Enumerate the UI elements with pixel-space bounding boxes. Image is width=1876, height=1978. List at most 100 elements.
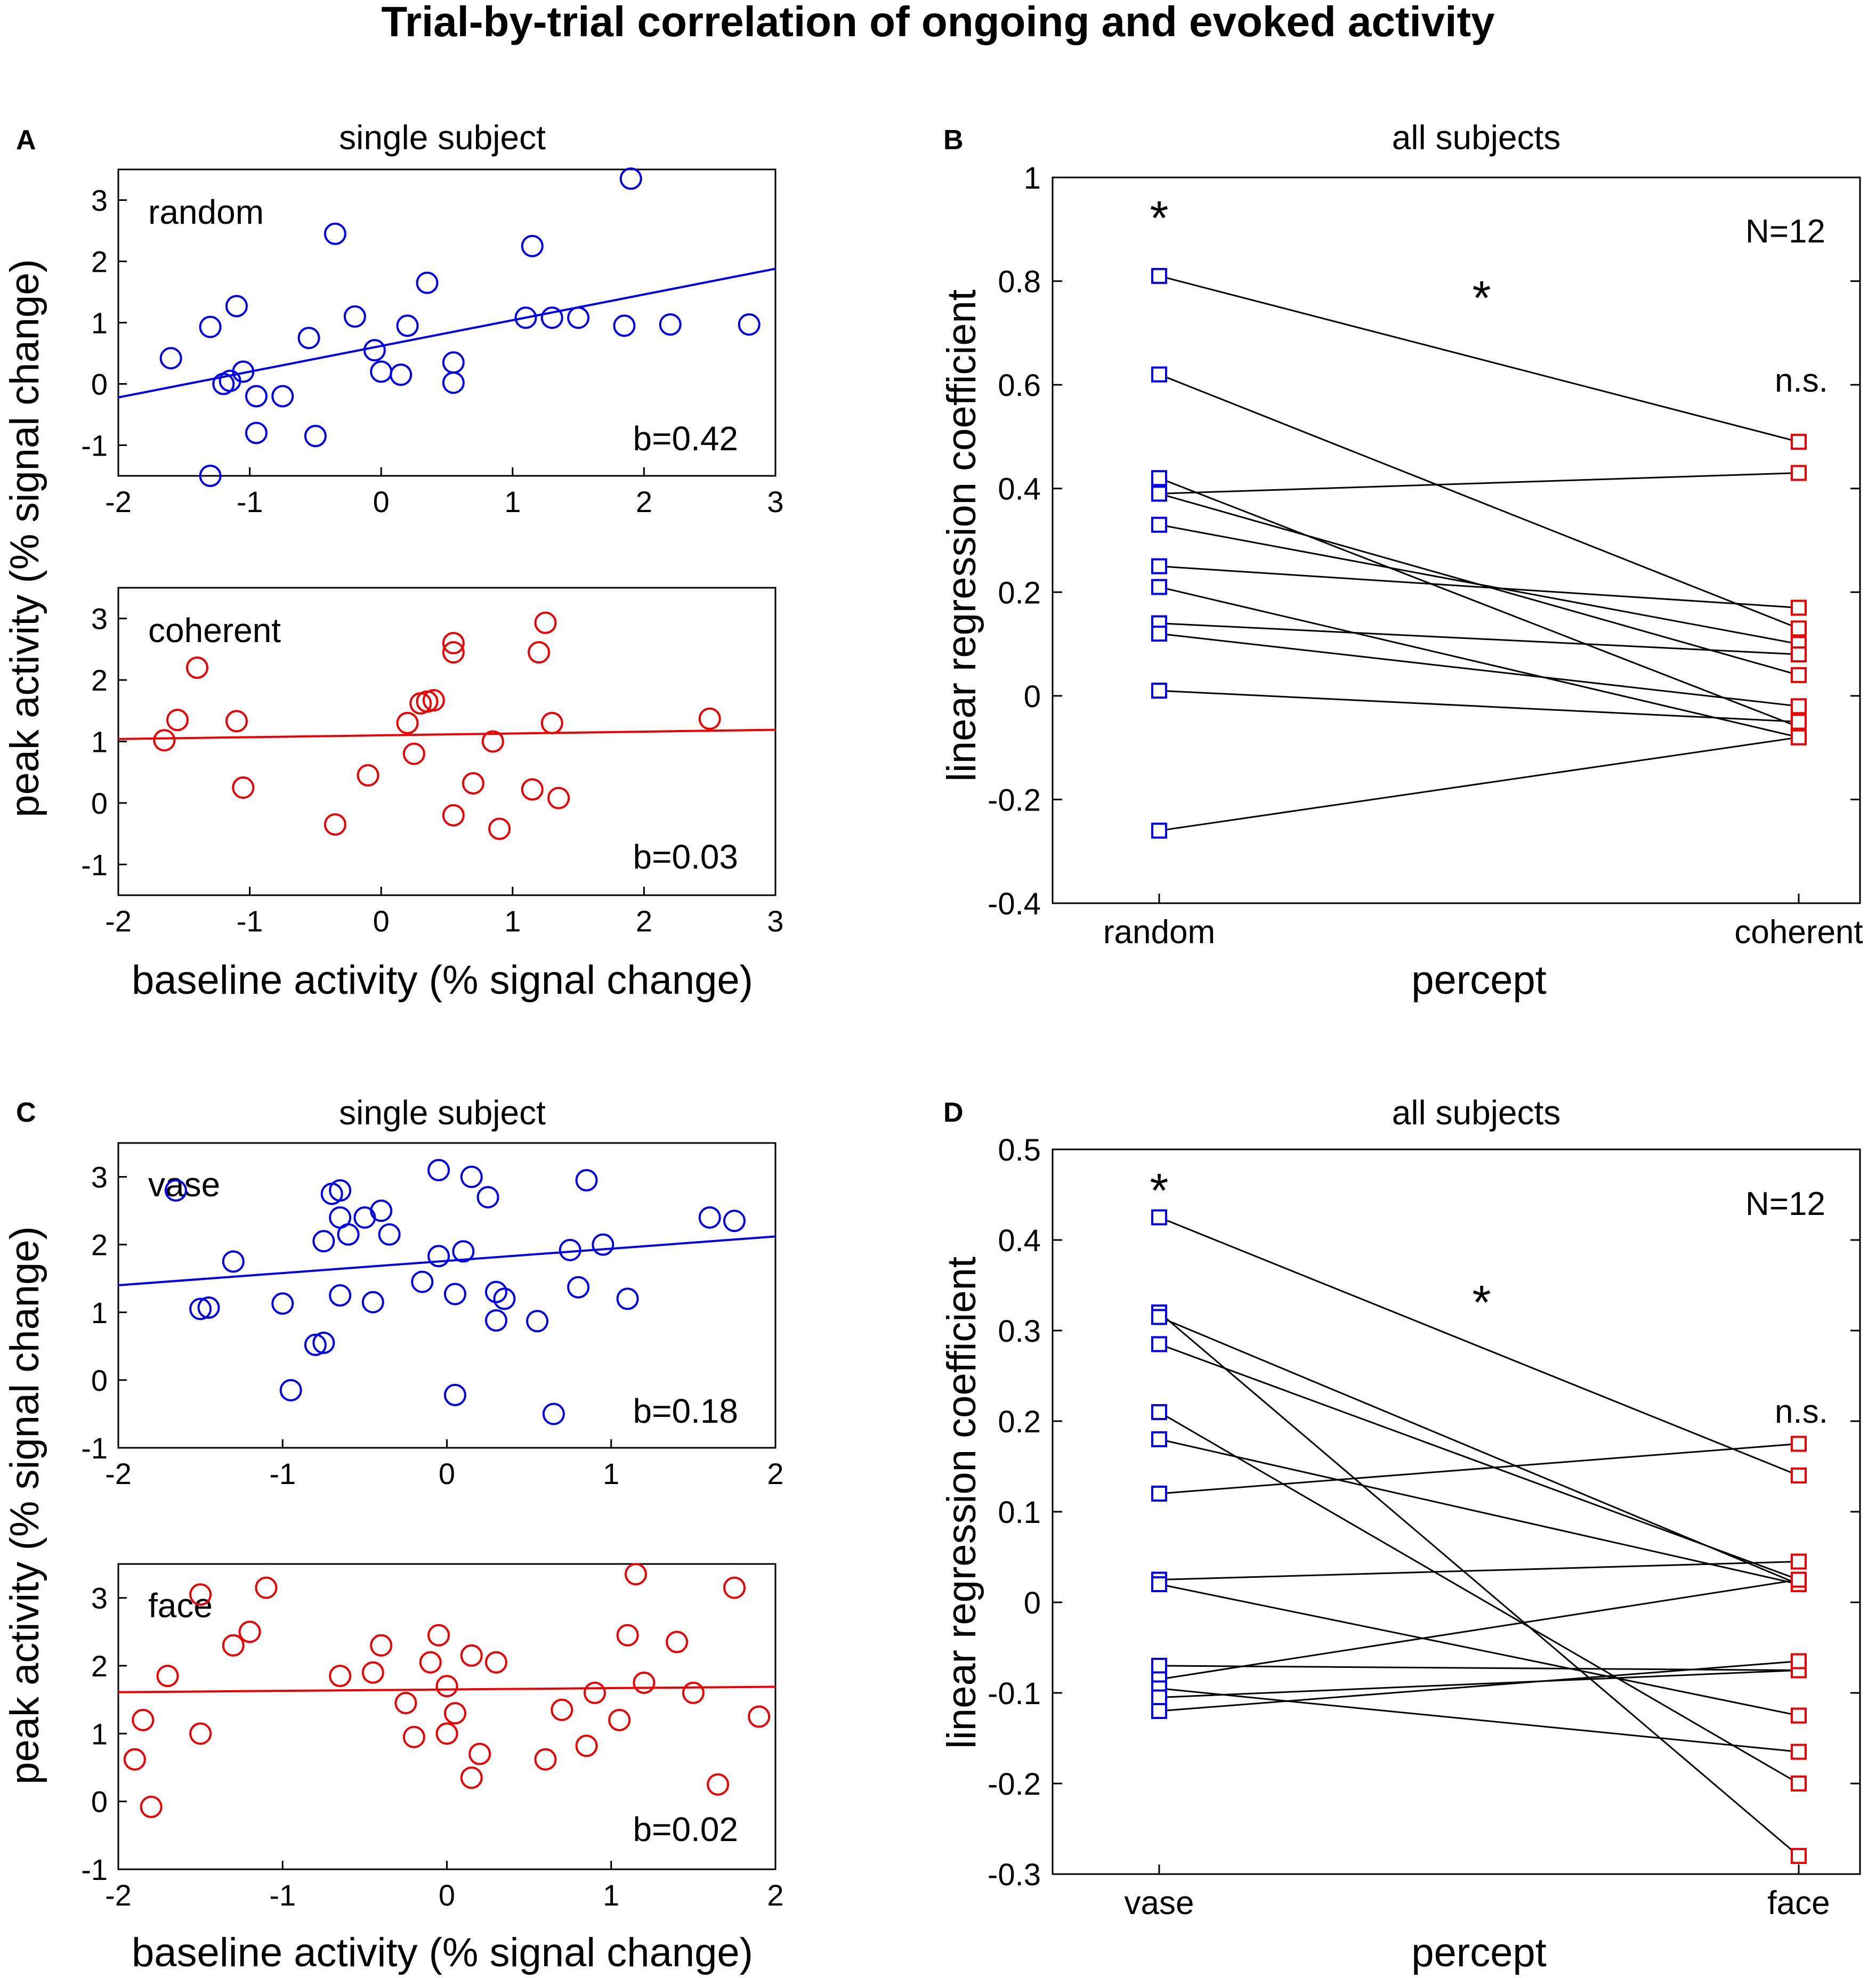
panel-c-xlabel: baseline activity (% signal change) [132,1930,753,1975]
panel-c-face-data-point [189,1722,212,1745]
panel-d-n-label: N=12 [1745,1186,1825,1222]
panel-a-coherent-data-point [225,710,248,733]
panel-c-vase-data-point [378,1223,401,1246]
panel-a-random-data-point [619,167,642,190]
panel-a-random-ytick-label: 1 [91,306,108,340]
panel-c-face-xtick-label: -2 [105,1878,132,1912]
panel-b-left-marker [1151,626,1167,642]
panel-a-random-ytick-label: 3 [91,184,108,217]
panel-c-vase-xtick-label: 0 [439,1457,455,1490]
panel-a-random-data-point [540,306,563,329]
panel-c-face-data-point [156,1665,179,1688]
panel-c-vase-data-point [452,1240,475,1263]
panel-a-coherent-data-point [422,689,445,712]
panel-a-coherent-slope: b=0.03 [633,838,738,876]
panel-d-ytick-label: -0.1 [988,1676,1041,1711]
panel-a-random-data-point [659,313,682,336]
panel-d-title: all subjects [1392,1093,1561,1132]
panel-a-random-data-point [442,371,465,394]
panel-c-vase-ytick-label: 2 [91,1228,108,1262]
panel-d-left-marker [1151,1703,1167,1719]
panel-c-face-data-point [255,1576,278,1599]
panel-a-random-data-point [343,305,366,328]
panel-d-category-label: face [1767,1885,1830,1922]
panel-d-subject-line [1159,1343,1799,1580]
panel-b-ytick-label: -0.4 [988,887,1041,921]
panel-c-title: single subject [339,1093,546,1132]
panel-c-vase-data-point [370,1199,393,1222]
panel-c-face-data-point [460,1766,483,1789]
panel-d-left-star: * [1150,1164,1168,1218]
panel-c-face-ytick-label: -1 [81,1853,108,1886]
panel-c-face-data-point [222,1634,245,1657]
panel-b-left-marker [1151,516,1167,533]
panel-d-category-label: vase [1125,1885,1194,1922]
panel-b-right-marker [1791,714,1807,730]
panel-b-subject-line [1159,586,1799,739]
panel-b-subject-line [1159,690,1799,723]
panel-a-coherent-data-point [521,778,544,801]
panel-a-random-data-point [159,347,182,370]
panel-c-vase-data-point [592,1233,614,1256]
panel-label-d: D [943,1097,964,1128]
panel-a-coherent-data-point [442,641,465,664]
panel-d-left-marker [1151,1486,1167,1502]
panel-d-subject-line [1159,1561,1799,1580]
panel-c-vase-slope: b=0.18 [633,1392,738,1430]
panel-d-ytick-label: 0.1 [998,1495,1041,1530]
panel-d-subject-line [1159,1660,1799,1712]
panel-b-subject-line [1159,622,1799,655]
panel-c-face-xtick-label: 2 [767,1878,783,1912]
panel-c-vase-ytick-label: 3 [91,1161,108,1194]
panel-d-right-marker [1791,1707,1807,1724]
panel-c-vase-data-point [329,1284,352,1307]
panel-d-right-marker [1791,1848,1807,1864]
panel-d-ytick-label: 0.2 [998,1405,1041,1439]
panel-a-random-slope: b=0.42 [633,419,738,458]
panel-c-face-data-point [443,1702,466,1725]
panel-b-xlabel: percept [1411,958,1547,1003]
panel-c-face-data-point [140,1795,163,1818]
panel-c-face-data-point [633,1671,656,1694]
panel-a-coherent-ytick-label: 2 [91,663,108,697]
panel-d-right-marker [1791,1553,1807,1570]
panel-c-face-fit-line [118,1685,776,1693]
panel-c-vase-xtick-label: 1 [603,1457,619,1490]
panel-b-left-marker [1151,683,1167,699]
panel-a-coherent-data-point [534,611,557,634]
panel-d-left-marker [1151,1309,1167,1325]
panel-c-face-data-point [435,1675,458,1698]
panel-c-face-data-point [616,1624,639,1647]
panel-a-random-data-point [199,465,222,487]
panel-a-coherent-ytick-label: 1 [91,725,108,759]
panel-a-coherent-data-point [488,817,511,840]
panel-c-vase-data-point [567,1276,590,1299]
panel-a-coherent-xtick-label: 2 [636,904,652,938]
panel-c-face-data-point [132,1708,155,1731]
panel-b-middle-star: * [1472,272,1491,325]
panel-b-left-marker [1151,267,1167,284]
panel-a-random-data-point [271,385,294,408]
panel-d-subject-line [1159,1579,1799,1680]
panel-c-vase-data-point [443,1383,466,1406]
panel-c-vase-data-point [411,1270,434,1293]
panel-a-coherent-label: coherent [148,611,281,650]
panel-c-vase-data-point [575,1169,598,1191]
panel-c-vase-data-point [222,1250,245,1273]
panel-c-face-data-point [707,1773,730,1796]
panel-c-vase-xtick-label: -2 [105,1457,132,1490]
panel-d-xlabel: percept [1411,1930,1547,1975]
panel-b-ytick-label: 0.4 [998,472,1041,507]
panel-c-vase-data-point [312,1331,335,1354]
panel-c-vase-data-point [189,1298,212,1320]
panel-c-face-ytick-label: 0 [91,1785,108,1819]
panel-d-ytick-label: -0.3 [988,1858,1041,1892]
panel-c-vase-data-point [493,1287,516,1310]
panel-a-random-data-point [613,314,636,337]
panel-c-face-data-point [370,1634,393,1657]
panel-a-random-data-point [390,363,413,386]
panel-c-vase-data-point [427,1245,450,1268]
panel-b-right-marker [1791,620,1807,637]
